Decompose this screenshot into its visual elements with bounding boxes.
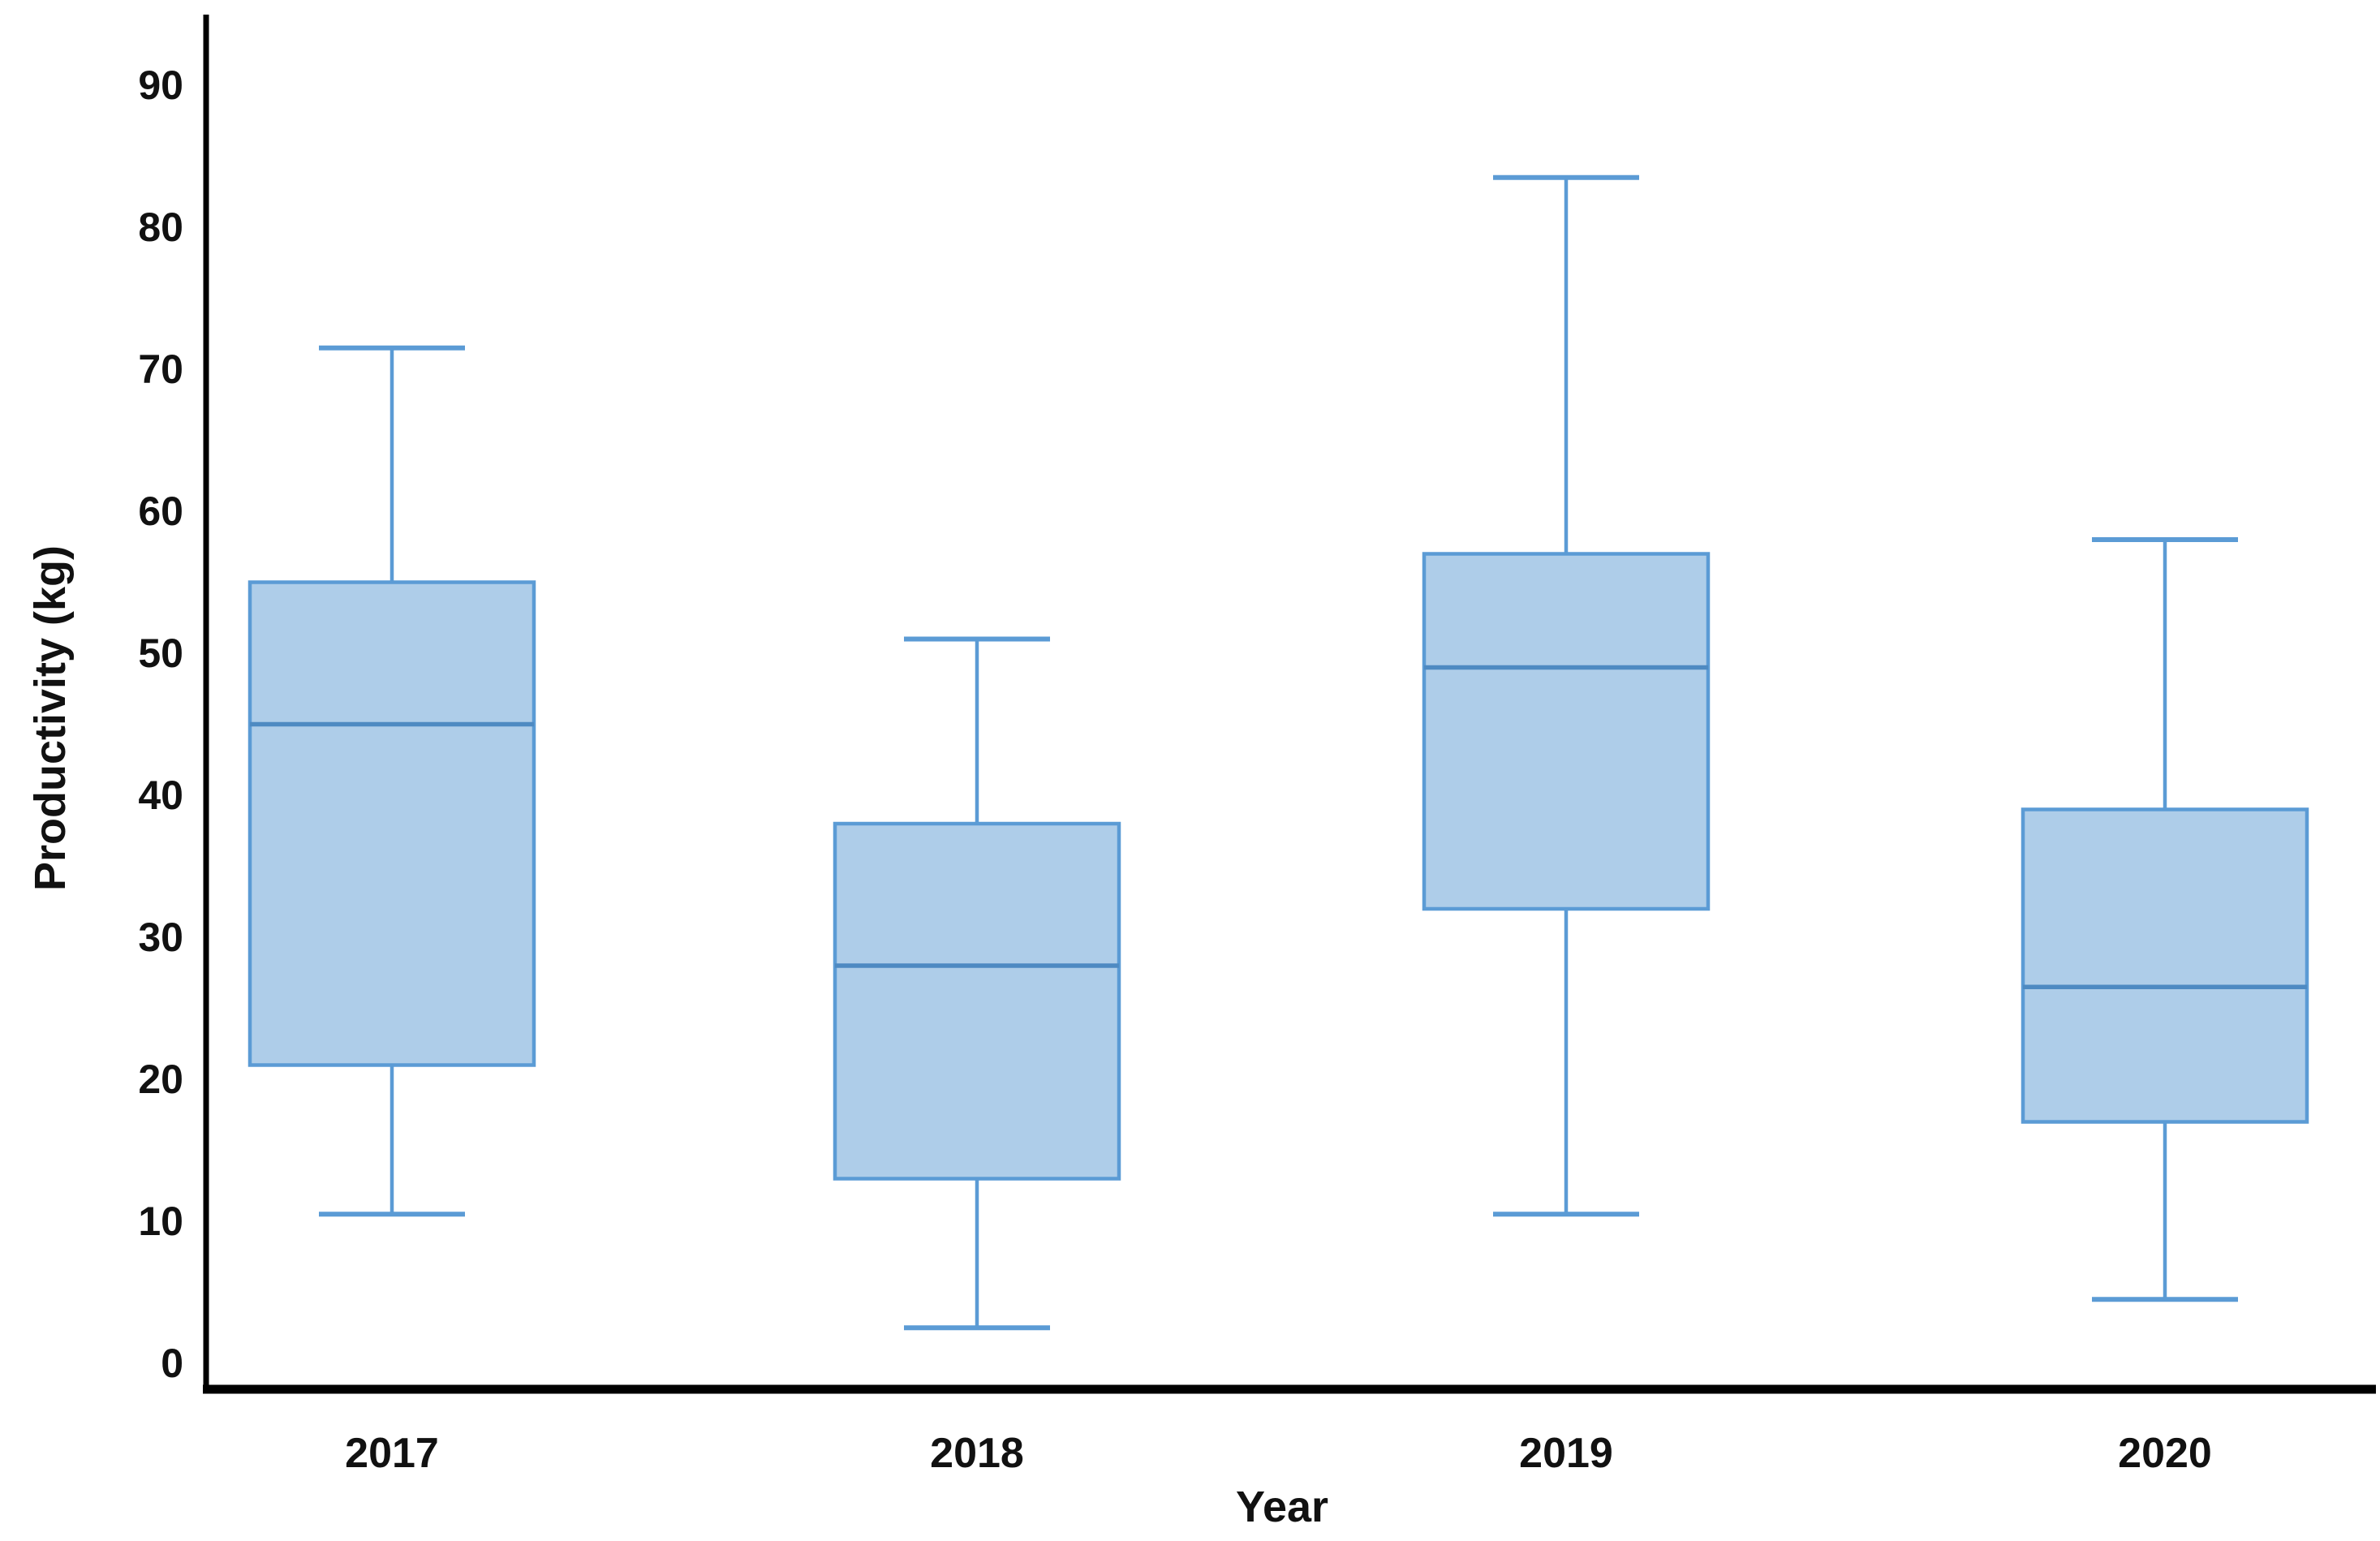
iqr-box-2019	[1422, 552, 1711, 911]
iqr-box-2017	[247, 580, 536, 1067]
y-tick-label-40: 40	[138, 773, 183, 818]
y-tick-label-0: 0	[161, 1341, 183, 1386]
y-tick-label-90: 90	[138, 62, 183, 108]
y-tick-label-10: 10	[138, 1199, 183, 1244]
x-category-label-2020: 2020	[2118, 1430, 2212, 1477]
iqr-box-2018	[833, 821, 1121, 1181]
x-category-label-2019: 2019	[1519, 1430, 1613, 1477]
box-group-2018	[833, 636, 1121, 1331]
x-category-label-2018: 2018	[930, 1430, 1024, 1477]
y-tick-label-80: 80	[138, 204, 183, 250]
y-axis-title: Productivity (kg)	[26, 545, 75, 892]
box-group-2019	[1422, 174, 1711, 1217]
box-group-2017	[247, 345, 536, 1217]
y-tick-label-50: 50	[138, 631, 183, 676]
box-group-2020	[2021, 537, 2309, 1302]
x-axis-title: Year	[1235, 1483, 1329, 1531]
iqr-box-2020	[2021, 807, 2309, 1124]
y-tick-label-30: 30	[138, 915, 183, 960]
y-tick-label-70: 70	[138, 347, 183, 392]
y-tick-label-60: 60	[138, 489, 183, 534]
x-category-label-2017: 2017	[345, 1430, 439, 1477]
y-tick-label-20: 20	[138, 1057, 183, 1102]
